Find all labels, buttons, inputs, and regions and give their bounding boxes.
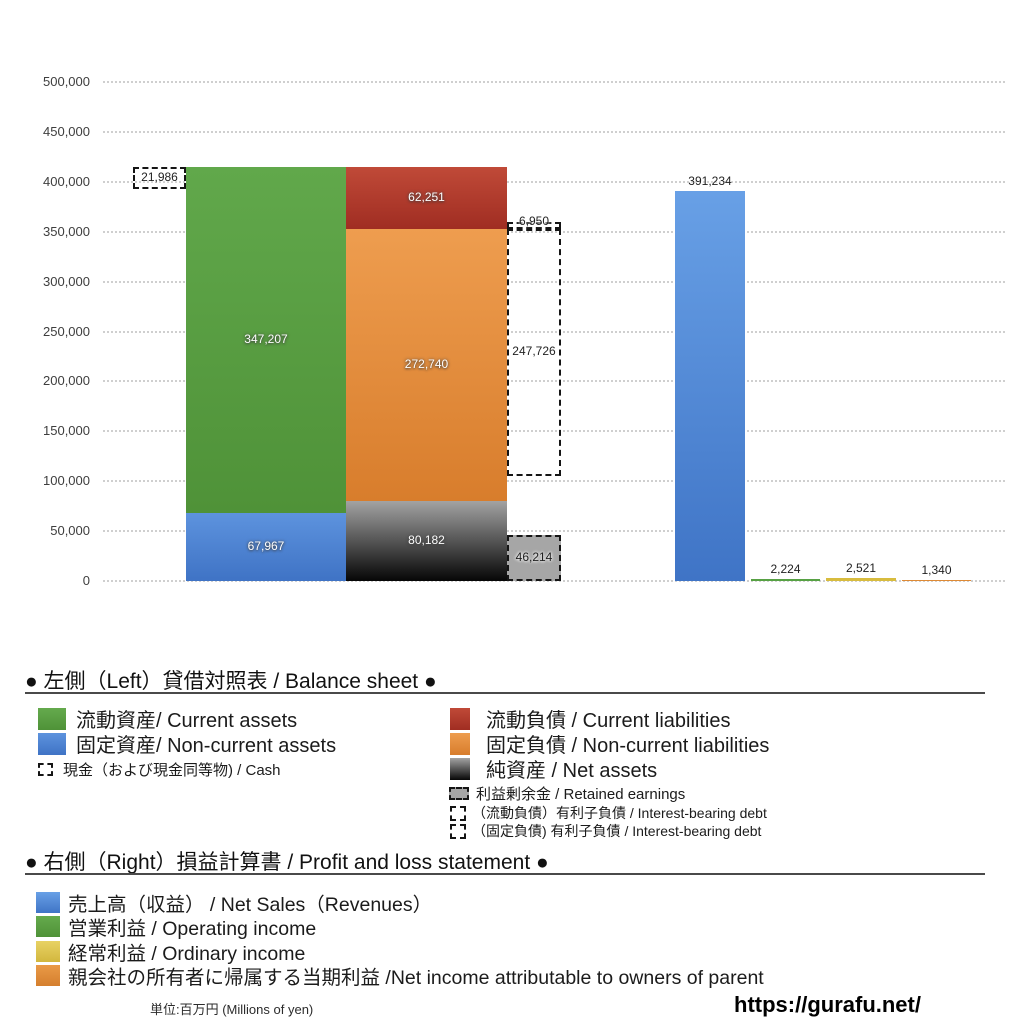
legend-item-interest-bearing-debt-current: （流動負債）有利子負債 / Interest-bearing debt — [450, 803, 767, 823]
retained-earnings-swatch — [449, 787, 469, 800]
non-current-assets-swatch — [38, 732, 66, 755]
legend-item-operating-income: 営業利益 / Operating income — [36, 912, 316, 941]
y-axis-tick-label: 150,000 — [43, 423, 90, 439]
bar-segment-non-current-liabilities: 272,740 — [346, 228, 507, 501]
unit-note: 単位:百万円 (Millions of yen) — [150, 1002, 314, 1017]
interest-bearing-debt-noncurrent-label: （固定負債) 有利子負債 / Interest-bearing debt — [472, 823, 762, 839]
bar-segment-value: 80,182 — [408, 532, 445, 547]
net-assets-swatch — [450, 757, 470, 780]
bar-value-label: 391,234 — [688, 173, 732, 188]
bar-segment-non-current-assets: 67,967 — [186, 513, 346, 581]
legend-item-current-assets: 流動資産/ Current assets — [38, 704, 297, 733]
legend-item-cash: 現金（および現金同等物) / Cash — [38, 759, 281, 780]
legend-item-net-income: 親会社の所有者に帰属する当期利益 /Net income attributabl… — [36, 961, 764, 990]
balance-sheet-section-header: ● 左側（Left）貸借対照表 / Balance sheet ● — [25, 670, 437, 693]
bar-segment-value: 347,207 — [244, 331, 288, 346]
gridline-350000 — [103, 230, 1005, 233]
y-axis-tick-label: 500,000 — [43, 74, 90, 89]
legend-item-non-current-liabilities: 固定負債 / Non-current liabilities — [450, 729, 769, 758]
bar-value-label: 2,521 — [845, 561, 877, 576]
bar-value-label: 2,224 — [770, 561, 801, 576]
annotation-value-interest-bearing-debt-noncurrent: 247,726 — [512, 344, 556, 359]
annotation-value-cash: 21,986 — [141, 169, 178, 184]
y-axis-tick-label: 50,000 — [50, 523, 90, 539]
bar-segment-ordinary-income — [826, 578, 896, 581]
legend-item-interest-bearing-debt-noncurrent: （固定負債) 有利子負債 / Interest-bearing debt — [450, 821, 761, 841]
net-income-swatch — [36, 964, 60, 986]
current-assets-swatch — [38, 707, 66, 730]
gridline-0 — [103, 580, 1005, 582]
legend-item-ordinary-income: 経常利益 / Ordinary income — [36, 937, 305, 966]
y-axis-tick-label: 0 — [82, 573, 90, 588]
gridline-450000 — [103, 130, 1005, 133]
net-income-label: 親会社の所有者に帰属する当期利益 /Net income attributabl… — [68, 966, 764, 989]
legend-item-net-sales: 売上高（収益） / Net Sales（Revenues） — [36, 888, 432, 917]
current-liabilities-swatch — [450, 707, 470, 730]
gridline-300000 — [103, 280, 1005, 283]
chart-area: 0 50,000 100,000 150,000 200,000 250,000 300,0… — [43, 74, 1005, 588]
bar-segment-current-liabilities: 62,251 — [346, 166, 507, 229]
net-sales-swatch — [36, 892, 60, 913]
y-axis-tick-label: 400,000 — [43, 173, 90, 189]
cash-swatch — [38, 763, 53, 776]
balance-sheet-section-rule — [25, 692, 985, 694]
bar-segment-operating-income — [751, 578, 820, 581]
gridline-200000 — [103, 380, 1005, 383]
profit-loss-section-header: ● 右側（Right）損益計算書 / Profit and loss state… — [25, 851, 549, 874]
cash-label: 現金（および現金同等物) / Cash — [63, 762, 281, 779]
bar-segment-net-assets: 80,182 — [346, 500, 507, 581]
y-axis-tick-label: 100,000 — [43, 473, 90, 489]
y-axis-tick-label: 350,000 — [43, 223, 90, 239]
interest-bearing-debt-current-swatch — [450, 805, 466, 821]
interest-bearing-debt-noncurrent-swatch — [450, 823, 466, 839]
profit-loss-section-rule — [25, 873, 985, 875]
y-axis-tick-label: 300,000 — [43, 273, 90, 289]
annotation-box-interest-bearing-debt-current — [507, 221, 561, 229]
annotation-value-interest-bearing-debt-current: 6,950 — [518, 213, 550, 228]
net-sales-label: 売上高（収益） / Net Sales（Revenues） — [68, 894, 433, 916]
y-axis-tick-label: 250,000 — [43, 323, 90, 339]
annotation-box-retained-earnings — [507, 534, 561, 581]
bar-segment-value: 62,251 — [408, 189, 445, 204]
non-current-liabilities-swatch — [450, 732, 470, 755]
gridline-150000 — [103, 430, 1005, 433]
net-assets-label: 純資産 / Net assets — [486, 760, 658, 782]
current-liabilities-label: 流動負債 / Current liabilities — [486, 710, 731, 732]
current-assets-label: 流動資産/ Current assets — [76, 710, 298, 732]
gridline-500000 — [103, 81, 1005, 83]
gridline-100000 — [103, 480, 1005, 483]
legend-item-current-liabilities: 流動負債 / Current liabilities — [450, 704, 731, 733]
legend-item-net-assets: 純資産 / Net assets — [450, 754, 657, 783]
ordinary-income-swatch — [36, 940, 60, 962]
annotation-value-retained-earnings: 46,214 — [515, 549, 553, 564]
gridline-250000 — [103, 330, 1005, 333]
bar-segment-value: 272,740 — [404, 356, 449, 371]
bar-segment-net-sales — [675, 190, 745, 581]
y-axis-tick-label: 450,000 — [43, 123, 90, 139]
interest-bearing-debt-current-label: （流動負債）有利子負債 / Interest-bearing debt — [472, 805, 767, 821]
site-url: https://gurafu.net/ — [734, 992, 921, 1017]
operating-income-swatch — [36, 916, 60, 938]
ordinary-income-label: 経常利益 / Ordinary income — [68, 942, 306, 965]
non-current-assets-label: 固定資産/ Non-current assets — [76, 735, 337, 757]
gridline-50000 — [103, 530, 1005, 533]
bar-segment-value: 67,967 — [247, 539, 285, 554]
gridline-400000 — [103, 180, 1005, 183]
bar-segment-net-income — [902, 579, 971, 582]
bar-segment-current-assets: 347,207 — [186, 166, 346, 514]
y-axis-tick-label: 200,000 — [43, 373, 90, 389]
annotation-box-interest-bearing-debt-noncurrent — [507, 228, 561, 476]
bar-value-label: 1,340 — [921, 562, 952, 577]
legend-item-non-current-assets: 固定資産/ Non-current assets — [38, 729, 336, 758]
annotation-box-cash — [133, 166, 186, 189]
legend-item-retained-earnings: 利益剰余金 / Retained earnings — [449, 783, 685, 804]
retained-earnings-label: 利益剰余金 / Retained earnings — [476, 786, 686, 803]
non-current-liabilities-label: 固定負債 / Non-current liabilities — [486, 735, 770, 757]
operating-income-label: 営業利益 / Operating income — [68, 918, 317, 941]
